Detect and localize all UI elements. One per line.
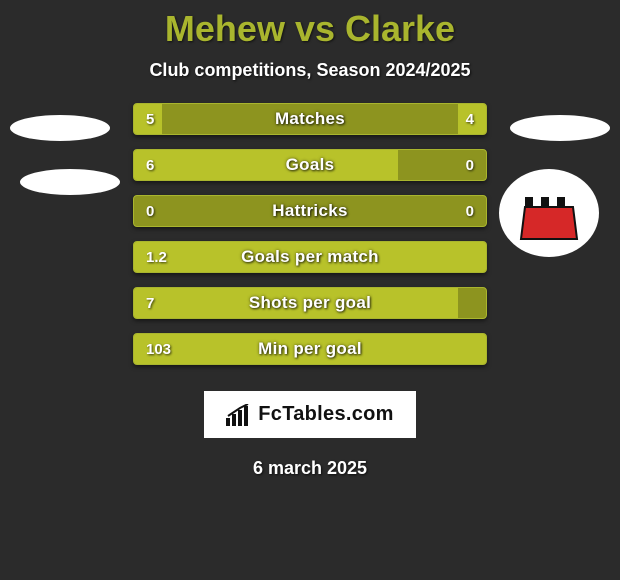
stat-row: 0Hattricks0 <box>133 195 487 227</box>
stats-area: 5Matches46Goals00Hattricks01.2Goals per … <box>0 103 620 365</box>
castle-icon <box>517 183 581 243</box>
chart-icon <box>226 404 252 426</box>
player-right-avatar-1 <box>510 115 610 141</box>
stat-label: Shots per goal <box>134 288 486 318</box>
stat-label: Min per goal <box>134 334 486 364</box>
page-subtitle: Club competitions, Season 2024/2025 <box>0 60 620 81</box>
player-left-avatar-2 <box>20 169 120 195</box>
stat-label: Goals <box>134 150 486 180</box>
date-text: 6 march 2025 <box>0 458 620 479</box>
stat-label: Goals per match <box>134 242 486 272</box>
stat-value-right: 0 <box>466 150 474 180</box>
stat-row: 1.2Goals per match <box>133 241 487 273</box>
stat-value-right: 4 <box>466 104 474 134</box>
player-right-team-logo <box>499 169 599 257</box>
comparison-card: Mehew vs Clarke Club competitions, Seaso… <box>0 0 620 479</box>
brand-badge: FcTables.com <box>204 391 416 438</box>
stat-row: 103Min per goal <box>133 333 487 365</box>
stat-label: Matches <box>134 104 486 134</box>
stat-label: Hattricks <box>134 196 486 226</box>
stat-row: 5Matches4 <box>133 103 487 135</box>
stat-row: 7Shots per goal <box>133 287 487 319</box>
player-left-avatar-1 <box>10 115 110 141</box>
stat-row: 6Goals0 <box>133 149 487 181</box>
page-title: Mehew vs Clarke <box>0 8 620 50</box>
stat-value-right: 0 <box>466 196 474 226</box>
brand-text: FcTables.com <box>258 403 394 426</box>
